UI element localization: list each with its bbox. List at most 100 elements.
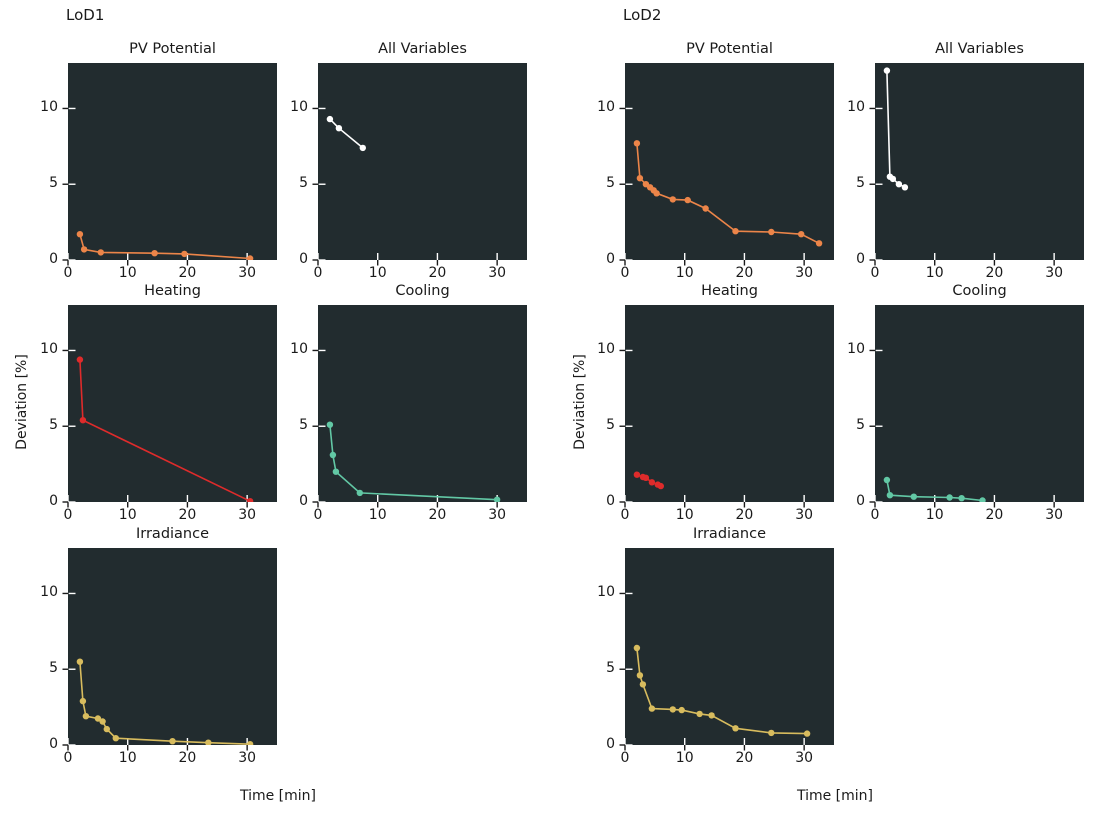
series-group (76, 356, 254, 502)
y-tick-label: 0 (606, 251, 615, 267)
data-point (326, 115, 334, 123)
data-point (815, 240, 823, 247)
y-tick-label: 0 (856, 493, 865, 509)
series-group (633, 471, 664, 490)
y-tick-label: 5 (49, 660, 58, 677)
x-tick-label: 0 (63, 507, 73, 523)
data-point (648, 705, 656, 712)
data-point (895, 181, 903, 188)
y-tick-label: 5 (856, 175, 865, 192)
plot-background (68, 548, 277, 745)
data-point (359, 144, 366, 152)
series-line (79, 661, 251, 745)
x-tick-label: 0 (313, 507, 323, 523)
y-tick-label: 5 (606, 175, 615, 192)
data-point (246, 255, 254, 260)
data-point (958, 495, 965, 502)
x-tick-label: 0 (870, 265, 880, 281)
data-point (648, 479, 656, 486)
data-point (669, 706, 676, 713)
data-point (678, 706, 685, 714)
panel-title-lod2-pv-potential: PV Potential (686, 41, 773, 57)
x-tick-label: 30 (795, 265, 814, 281)
x-tick-label: 30 (238, 507, 257, 523)
x-tick-label: 20 (178, 750, 197, 766)
x-tick-label: 20 (428, 507, 447, 523)
y-tick-label: 0 (49, 736, 58, 752)
y-tick-label: 5 (299, 417, 308, 434)
plot-background (318, 305, 527, 502)
panel-title-lod2-all-variables: All Variables (935, 41, 1024, 57)
plot-background (625, 63, 834, 260)
x-tick-label: 20 (735, 750, 754, 766)
x-tick-label: 10 (675, 265, 694, 281)
x-tick-label: 20 (178, 265, 197, 281)
panel-title-lod1-heating: Heating (144, 283, 201, 299)
plot-background (625, 548, 834, 745)
x-tick-label: 0 (620, 265, 630, 281)
y-tick-label: 5 (606, 417, 615, 434)
x-tick-label: 10 (675, 507, 694, 523)
x-tick-label: 30 (238, 750, 257, 766)
data-point (639, 681, 647, 688)
x-tick-label: 10 (118, 507, 137, 523)
data-point (76, 231, 84, 238)
y-tick-label: 0 (49, 251, 58, 267)
x-axis-label-lod2: Time [min] (796, 788, 874, 804)
x-tick-label: 30 (1045, 507, 1064, 523)
y-tick-label: 10 (290, 341, 308, 358)
data-point (99, 718, 106, 725)
data-point (642, 474, 650, 481)
data-point (946, 494, 953, 501)
x-tick-label: 20 (735, 265, 754, 281)
plot-lod2-cooling (869, 305, 1084, 508)
plot-lod1-cooling (312, 305, 527, 508)
data-point (653, 190, 660, 197)
y-tick-label: 5 (299, 175, 308, 192)
data-point (883, 67, 891, 74)
series-group (883, 476, 986, 502)
plot-background (875, 63, 1084, 260)
data-point (246, 741, 254, 745)
series-group (633, 140, 823, 247)
data-point (732, 228, 739, 235)
panel-title-lod2-cooling: Cooling (952, 283, 1007, 299)
data-point (80, 246, 88, 253)
x-axis-label-lod1: Time [min] (239, 788, 317, 804)
series-group (633, 644, 811, 737)
panel-title-lod2-heating: Heating (701, 283, 758, 299)
x-tick-label: 20 (735, 507, 754, 523)
data-point (151, 250, 158, 257)
panel-title-lod1-irradiance: Irradiance (135, 526, 210, 542)
data-point (798, 231, 805, 238)
data-point (886, 492, 894, 499)
plot-lod2-heating (619, 305, 834, 508)
data-point (633, 471, 641, 478)
x-tick-label: 10 (368, 507, 387, 523)
y-tick-label: 5 (49, 417, 58, 434)
data-point (684, 196, 691, 204)
group-title-lod2: LoD2 (623, 6, 662, 24)
data-point (702, 205, 709, 212)
x-tick-label: 0 (870, 507, 880, 523)
data-point (76, 658, 84, 665)
x-tick-label: 0 (620, 507, 630, 523)
y-tick-label: 10 (40, 341, 58, 358)
x-tick-label: 20 (428, 265, 447, 281)
data-point (768, 228, 775, 236)
data-point (633, 644, 641, 652)
data-point (979, 497, 986, 502)
data-point (708, 712, 715, 719)
x-tick-label: 10 (925, 507, 944, 523)
x-tick-label: 10 (368, 265, 387, 281)
data-point (335, 125, 343, 132)
plot-background (875, 305, 1084, 502)
y-tick-label: 0 (606, 493, 615, 509)
plot-background (68, 63, 277, 260)
data-point (97, 249, 104, 256)
plot-background (625, 305, 834, 502)
x-tick-label: 10 (675, 750, 694, 766)
x-tick-label: 30 (488, 265, 507, 281)
x-tick-label: 30 (488, 507, 507, 523)
